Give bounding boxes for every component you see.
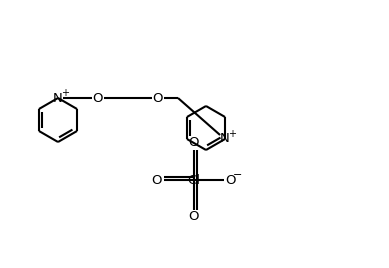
Text: +: + bbox=[228, 129, 236, 139]
Text: N: N bbox=[220, 132, 230, 146]
Text: Cl: Cl bbox=[187, 173, 200, 187]
Text: N: N bbox=[53, 91, 63, 105]
Text: O: O bbox=[189, 136, 199, 150]
Text: O: O bbox=[226, 173, 236, 187]
Text: −: − bbox=[233, 170, 243, 180]
Text: O: O bbox=[189, 210, 199, 224]
Text: O: O bbox=[93, 91, 103, 105]
Text: O: O bbox=[152, 173, 162, 187]
Text: +: + bbox=[61, 88, 69, 98]
Text: O: O bbox=[153, 91, 163, 105]
